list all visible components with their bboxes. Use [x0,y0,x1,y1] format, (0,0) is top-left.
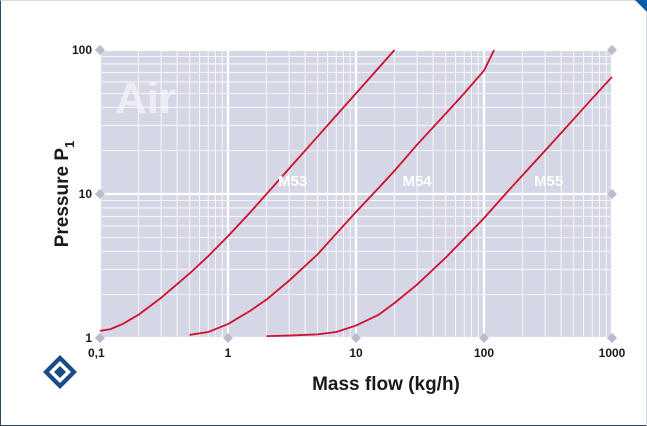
x-tick-marker [479,333,489,343]
corner-accent [635,0,647,12]
x-tick-labels: 0,1 1 10 100 1000 [88,346,626,360]
series-M54-line [189,49,495,336]
series-label-M54: M54 [402,173,432,190]
y-tick-marker [95,189,105,199]
axis-markers [95,45,617,343]
y-tick-marker [95,333,105,343]
x-tick-label: 0,1 [88,346,105,360]
y-tick-marker-right [607,45,617,55]
x-tick-label: 1000 [599,346,626,360]
logo-core-diamond [54,366,66,378]
y-tick-label: 1 [85,331,92,345]
y-tick-marker-right [607,189,617,199]
x-tick-marker [223,333,233,343]
x-tick-label: 1 [225,346,232,360]
diamond-logo [43,355,77,389]
curves [99,49,613,338]
series-M55-line [266,76,613,338]
medium-label: Air [115,74,176,123]
x-tick-label: 100 [474,346,494,360]
y-tick-label: 10 [79,187,93,201]
y-axis-title: Pressure P1 [52,141,77,248]
y-axis-title-main: Pressure P [52,148,73,248]
series-label-M55: M55 [534,173,563,190]
series-label-M53: M53 [278,173,307,190]
y-tick-label: 100 [72,43,92,57]
y-axis-title-subscript: 1 [62,141,77,148]
x-tick-label: 10 [349,346,363,360]
x-tick-marker [351,333,361,343]
curve-labels: M53 M54 M55 [278,173,563,190]
series-M53-line [99,49,396,332]
x-axis-title: Mass flow (kg/h) [312,374,460,395]
y-tick-marker-right [607,333,617,343]
y-tick-labels: 1 10 100 [72,43,92,345]
y-tick-marker [95,45,105,55]
